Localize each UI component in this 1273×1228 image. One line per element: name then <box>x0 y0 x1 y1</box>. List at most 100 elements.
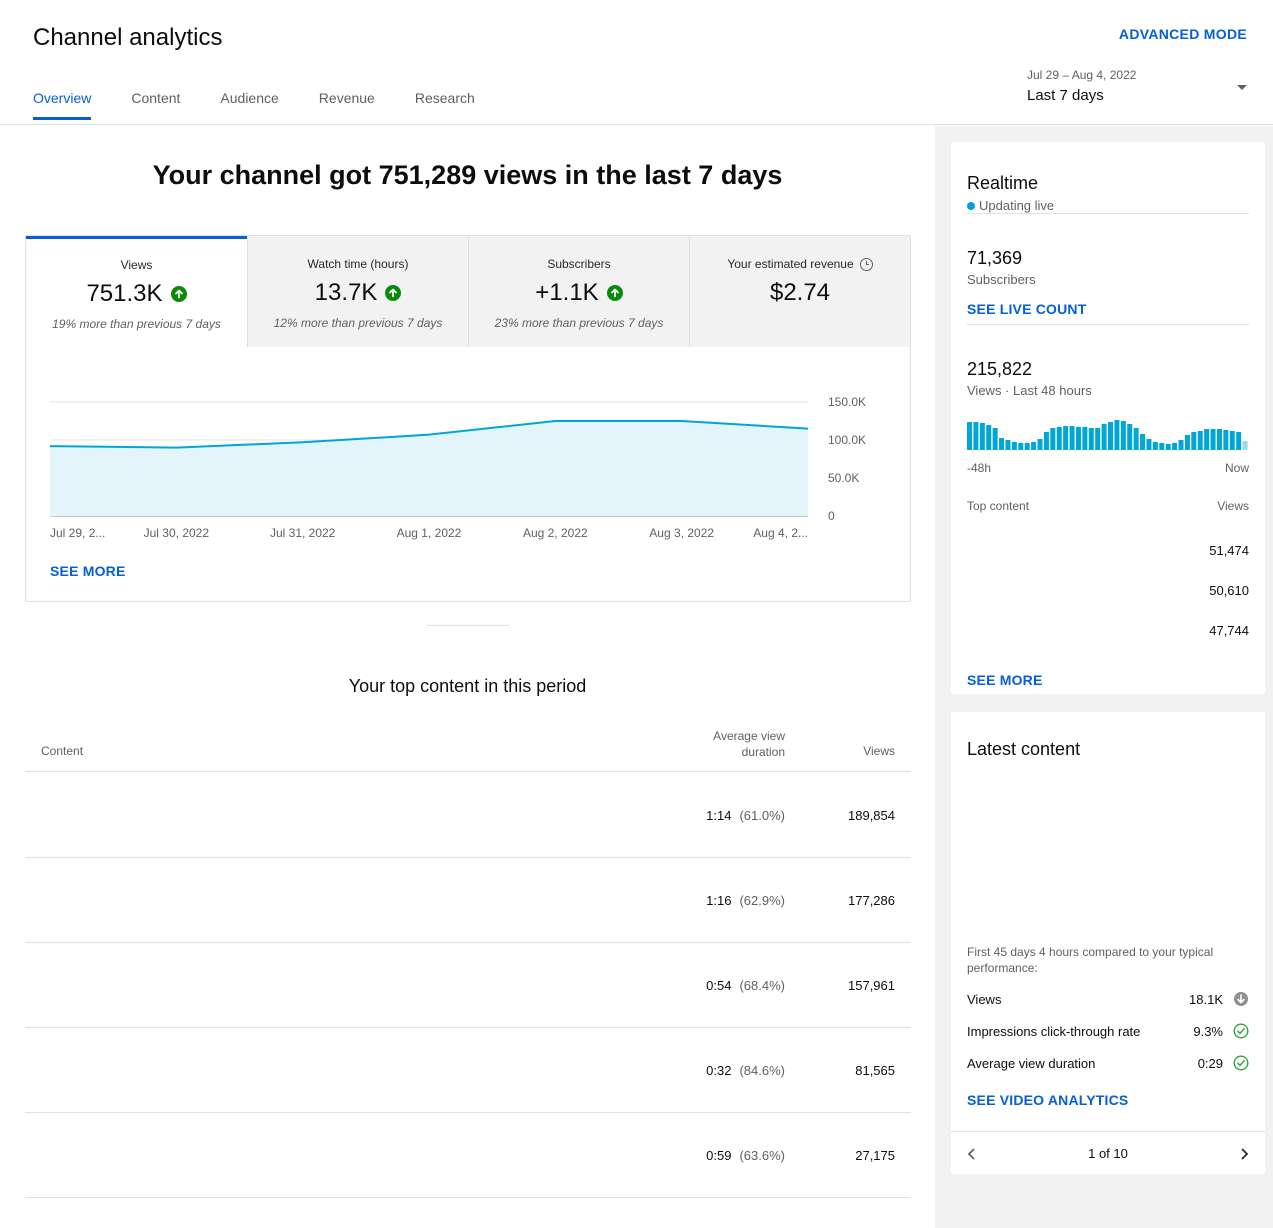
table-row[interactable]: 0:54 (68.4%) 157,961 <box>25 943 911 1028</box>
realtime-views: 215,822 <box>967 359 1033 379</box>
hourly-views-bar <box>1018 443 1024 450</box>
hourly-views-bar <box>979 423 985 450</box>
metric-value: +1.1K <box>535 279 599 306</box>
performance-row: Views 18.1K <box>967 990 1249 1010</box>
hourly-views-bar <box>1037 439 1043 450</box>
overview-main: Your channel got 751,289 views in the la… <box>0 126 935 1228</box>
hourly-views-bar <box>1140 434 1146 450</box>
avg-percent: (84.6%) <box>739 1063 785 1078</box>
performance-label: Views <box>967 992 1002 1007</box>
views-area <box>50 421 808 516</box>
see-more-button[interactable]: SEE MORE <box>967 672 1043 688</box>
realtime-subscribers: 71,369 <box>967 248 1023 268</box>
row-views: 81,565 <box>855 1063 895 1078</box>
metrics-card: Views 751.3K 19% more than previous 7 da… <box>25 235 911 602</box>
chevron-left-icon[interactable] <box>963 1145 981 1163</box>
tab-revenue[interactable]: Revenue <box>318 90 375 106</box>
caret-down-icon <box>1237 85 1247 90</box>
performance-label: Average view duration <box>967 1056 1096 1071</box>
row-views: 177,286 <box>848 893 895 908</box>
hourly-views-bar <box>1210 429 1216 450</box>
table-row[interactable]: 1:14 (61.0%) 189,854 <box>25 773 911 858</box>
performance-value: 18.1K <box>1189 992 1223 1007</box>
avg-percent: (62.9%) <box>739 893 785 908</box>
date-range-selector[interactable]: Jul 29 – Aug 4, 2022 Last 7 days <box>1027 68 1249 104</box>
top-content-views: 50,610 <box>1209 583 1249 598</box>
top-content-table-header: Content Average view duration Views <box>25 726 911 772</box>
arrow-up-icon <box>170 286 187 302</box>
views-chart: 150.0K 100.0K 50.0K 0 Jul 29, 2... Jul 30, 20… <box>49 395 866 540</box>
tab-research[interactable]: Research <box>414 90 475 106</box>
axis-end-label: Now <box>1224 461 1249 475</box>
avg-duration: 0:59 <box>706 1148 732 1163</box>
tab-overview[interactable]: Overview <box>33 90 92 120</box>
metric-tabs: Views 751.3K 19% more than previous 7 da… <box>26 236 910 347</box>
hourly-views-bar <box>1197 431 1203 450</box>
see-live-count-button[interactable]: SEE LIVE COUNT <box>967 301 1087 317</box>
table-row[interactable]: 0:59 (63.6%) 27,175 <box>25 1113 911 1198</box>
y-tick-label: 150.0K <box>828 395 866 409</box>
realtime-views-label: Views · Last 48 hours <box>967 383 1092 398</box>
hourly-views-bar <box>1114 420 1120 450</box>
hourly-views-bar <box>1146 439 1152 450</box>
column-header-views[interactable]: Views <box>863 744 895 758</box>
x-tick-label: Aug 1, 2022 <box>397 526 462 540</box>
see-more-button[interactable]: SEE MORE <box>50 563 126 579</box>
avg-duration: 0:54 <box>706 978 732 993</box>
divider <box>427 625 509 626</box>
hourly-views-bar <box>1204 429 1210 450</box>
page-title: Channel analytics <box>33 24 223 51</box>
avg-percent: (63.6%) <box>739 1148 785 1163</box>
hourly-views-bar <box>999 438 1005 450</box>
column-header-content: Content <box>41 744 84 758</box>
metric-tab-subscribers[interactable]: Subscribers +1.1K 23% more than previous… <box>468 236 689 347</box>
hourly-views-bar <box>1165 444 1171 450</box>
down-arrow-icon <box>1233 991 1249 1010</box>
x-tick-label: Jul 30, 2022 <box>144 526 210 540</box>
pager: 1 of 10 <box>951 1131 1265 1174</box>
metric-label: Watch time (hours) <box>307 257 409 271</box>
performance-row: Impressions click-through rate 9.3% <box>967 1022 1249 1042</box>
x-tick-label: Aug 3, 2022 <box>649 526 714 540</box>
top-content-title: Your top content in this period <box>348 676 587 696</box>
clock-icon <box>859 257 873 271</box>
metric-tab-watch-time[interactable]: Watch time (hours) 13.7K 12% more than p… <box>247 236 468 347</box>
column-header-avd[interactable]: Average view duration <box>713 729 785 759</box>
table-row[interactable]: 0:32 (84.6%) 81,565 <box>25 1028 911 1113</box>
see-video-analytics-button[interactable]: SEE VIDEO ANALYTICS <box>967 1092 1129 1108</box>
hourly-views-bar <box>1095 428 1101 450</box>
hourly-views-bar <box>1152 442 1158 450</box>
chevron-right-icon[interactable] <box>1235 1145 1253 1163</box>
metric-tab-views[interactable]: Views 751.3K 19% more than previous 7 da… <box>26 236 247 347</box>
hourly-views-bar <box>1005 440 1011 450</box>
hourly-views-bar <box>1178 440 1184 450</box>
live-dot-icon <box>967 201 975 210</box>
row-views: 189,854 <box>848 808 895 823</box>
hourly-views-bar <box>1031 442 1037 450</box>
table-row[interactable]: 1:16 (62.9%) 177,286 <box>25 858 911 943</box>
metric-value: $2.74 <box>769 279 831 306</box>
hourly-views-bar <box>1229 431 1235 450</box>
tab-audience[interactable]: Audience <box>220 90 279 106</box>
advanced-mode-button[interactable]: ADVANCED MODE <box>1118 26 1247 42</box>
y-tick-label: 50.0K <box>828 471 859 485</box>
live-status: Updating live <box>979 198 1055 213</box>
tab-content[interactable]: Content <box>131 90 181 106</box>
hourly-views-bar <box>1184 435 1190 450</box>
hourly-views-bar <box>1011 442 1017 450</box>
views-line <box>49 420 809 449</box>
y-tick-label: 0 <box>828 509 835 523</box>
latest-content-card: Latest content First 45 days 4 hours com… <box>951 712 1265 1174</box>
realtime-views-bars <box>967 420 1248 450</box>
avg-duration: 1:16 <box>706 893 732 908</box>
metric-label: Your estimated revenue <box>727 257 854 271</box>
hourly-views-bar <box>1088 428 1094 450</box>
metric-note: 19% more than previous 7 days <box>52 317 221 331</box>
performance-value: 0:29 <box>1197 1056 1223 1071</box>
check-icon <box>1233 1023 1249 1042</box>
metric-tab-revenue[interactable]: Your estimated revenue $2.74 <box>689 236 910 347</box>
pager-text: 1 of 10 <box>1088 1146 1128 1161</box>
hourly-views-bar <box>1050 428 1056 450</box>
metric-value: 751.3K <box>86 280 163 307</box>
hourly-views-bar <box>1063 426 1069 450</box>
